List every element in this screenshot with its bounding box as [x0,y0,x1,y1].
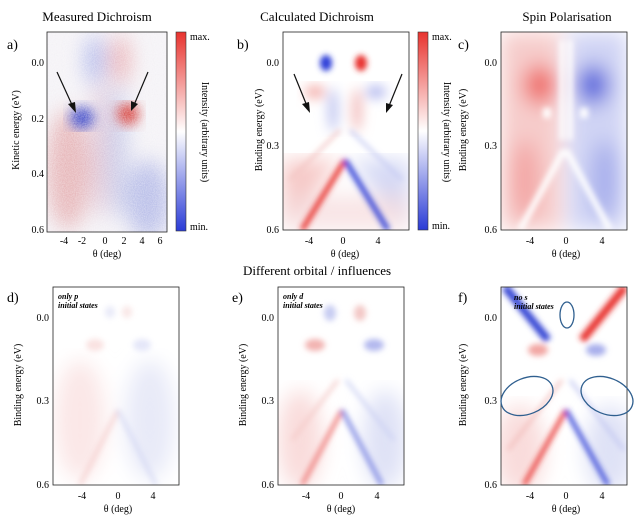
panel-d: d) only p initial states Binding energy (… [7,286,180,515]
panel-f-xtick: 0 [564,491,569,502]
panel-b-xtick: 4 [376,236,381,247]
panel-f-ytick: 0.3 [485,396,498,407]
panel-e-xtick: 4 [375,491,380,502]
panel-e-ylabel: Binding energy (eV) [238,344,249,427]
arrow-head-right-a [131,101,138,111]
panel-a-xtick: 4 [140,236,145,247]
panel-a-ytick: 0.4 [32,169,45,180]
panel-f: f) no s initial states Binding energy (eV… [458,286,634,515]
panel-c-xtick: 0 [564,236,569,247]
panel-b: b) Binding energy (eV) 0.0 0.3 0.6 -4 0 … [237,31,410,260]
panel-c-ytick: 0.0 [485,58,498,69]
panel-a-ytick: 0.2 [32,114,45,125]
colorbar-b-min: min. [432,221,450,232]
panel-a-ytick: 0.0 [32,58,45,69]
panel-b-heatmap [283,32,409,230]
panel-f-ylabel: Binding energy (eV) [458,344,469,427]
panel-c-label: c) [458,38,469,53]
panel-b-ytick: 0.3 [267,141,280,152]
panel-a-heatmap [47,32,167,232]
arrow-right-a [133,71,149,106]
arrow-left-b [293,73,308,107]
highlight-ellipse-top [559,301,575,329]
panel-b-ytick: 0.0 [267,58,280,69]
highlight-ellipse-right [580,375,634,417]
panel-e-label: e) [232,291,243,306]
panel-f-label: f) [458,291,468,306]
panel-c: c) Binding energy (eV) 0.0 0.3 0.6 -4 0 … [458,31,628,260]
panel-c-ylabel: Binding energy (eV) [458,89,469,172]
panel-e-xlabel: θ (deg) [327,504,355,515]
arrow-head-left-a [68,102,76,113]
panel-c-xlabel: θ (deg) [552,249,580,260]
panel-a-ylabel: Kinetic energy (eV) [11,90,22,170]
panel-c-ytick: 0.6 [485,225,498,236]
panel-f-xtick: -4 [526,491,534,502]
panel-e-ytick: 0.3 [262,396,275,407]
panel-a-ytick: 0.6 [32,225,45,236]
panel-c-ytick: 0.3 [485,141,498,152]
panel-f-xtick: 4 [600,491,605,502]
panel-d-note: only p initial states [58,292,98,310]
panel-d-xtick: -4 [78,491,86,502]
panel-e-note: only d initial states [283,292,323,310]
panel-d-xtick: 0 [116,491,121,502]
panel-b-ylabel: Binding energy (eV) [254,89,265,172]
arrow-left-a [56,71,74,108]
panel-b-xlabel: θ (deg) [331,249,359,260]
colorbar-b-label: Intensity (arbitrary units) [441,82,452,183]
highlight-ellipse-left [500,375,554,417]
colorbar-a-min: min. [190,222,208,233]
panel-d-xlabel: θ (deg) [104,504,132,515]
panel-d-ytick: 0.0 [37,313,50,324]
panel-e-xtick: -4 [302,491,310,502]
panel-b-xtick: -4 [305,236,313,247]
panel-c-xtick: -4 [526,236,534,247]
panel-f-heatmap [501,287,627,485]
panel-f-ytick: 0.6 [485,480,498,491]
panel-d-label: d) [7,291,19,306]
arrow-head-right-b [386,103,393,113]
panel-e-ytick: 0.0 [262,313,275,324]
panel-a-xlabel: θ (deg) [93,249,121,260]
colorbar-a: max. min. Intensity (arbitrary units) [175,31,210,233]
title-spin: Spin Polarisation [522,9,612,24]
panel-a-xtick: 2 [122,236,127,247]
panel-e-heatmap [278,287,404,485]
panel-a-xtick: -2 [78,236,86,247]
colorbar-b: max. min. Intensity (arbitrary units) [417,31,452,232]
panel-a-label: a) [7,38,18,53]
panel-a: a) Kinetic energy (eV) 0.0 0.2 0.4 0.6 -… [7,31,168,260]
panel-d-ytick: 0.3 [37,396,50,407]
colorbar-a-label: Intensity (arbitrary units) [199,82,210,183]
panel-a-xtick: -4 [60,236,68,247]
panel-c-heatmap [501,32,627,230]
panel-f-ytick: 0.0 [485,313,498,324]
panel-b-label: b) [237,38,249,53]
panel-f-note: no s initial states [514,293,554,311]
panel-d-ytick: 0.6 [37,480,50,491]
panel-c-xtick: 4 [600,236,605,247]
panel-d-heatmap [53,287,179,485]
arrow-head-left-b [302,102,310,113]
title-measured: Measured Dichroism [42,9,151,24]
panel-a-xtick: 6 [158,236,163,247]
colorbar-a-max: max. [190,32,210,43]
panel-b-xtick: 0 [341,236,346,247]
panel-a-xtick: 0 [103,236,108,247]
panel-e: e) only d initial states Binding energy (… [232,286,405,515]
arrow-right-b [388,73,403,107]
panel-b-ytick: 0.6 [267,225,280,236]
panel-d-xtick: 4 [151,491,156,502]
panel-e-xtick: 0 [339,491,344,502]
panel-f-xlabel: θ (deg) [552,504,580,515]
colorbar-b-max: max. [432,32,452,43]
panel-e-ytick: 0.6 [262,480,275,491]
title-orbital: Different orbital / influences [243,263,391,278]
title-calculated: Calculated Dichroism [260,9,374,24]
panel-d-ylabel: Binding energy (eV) [13,344,24,427]
